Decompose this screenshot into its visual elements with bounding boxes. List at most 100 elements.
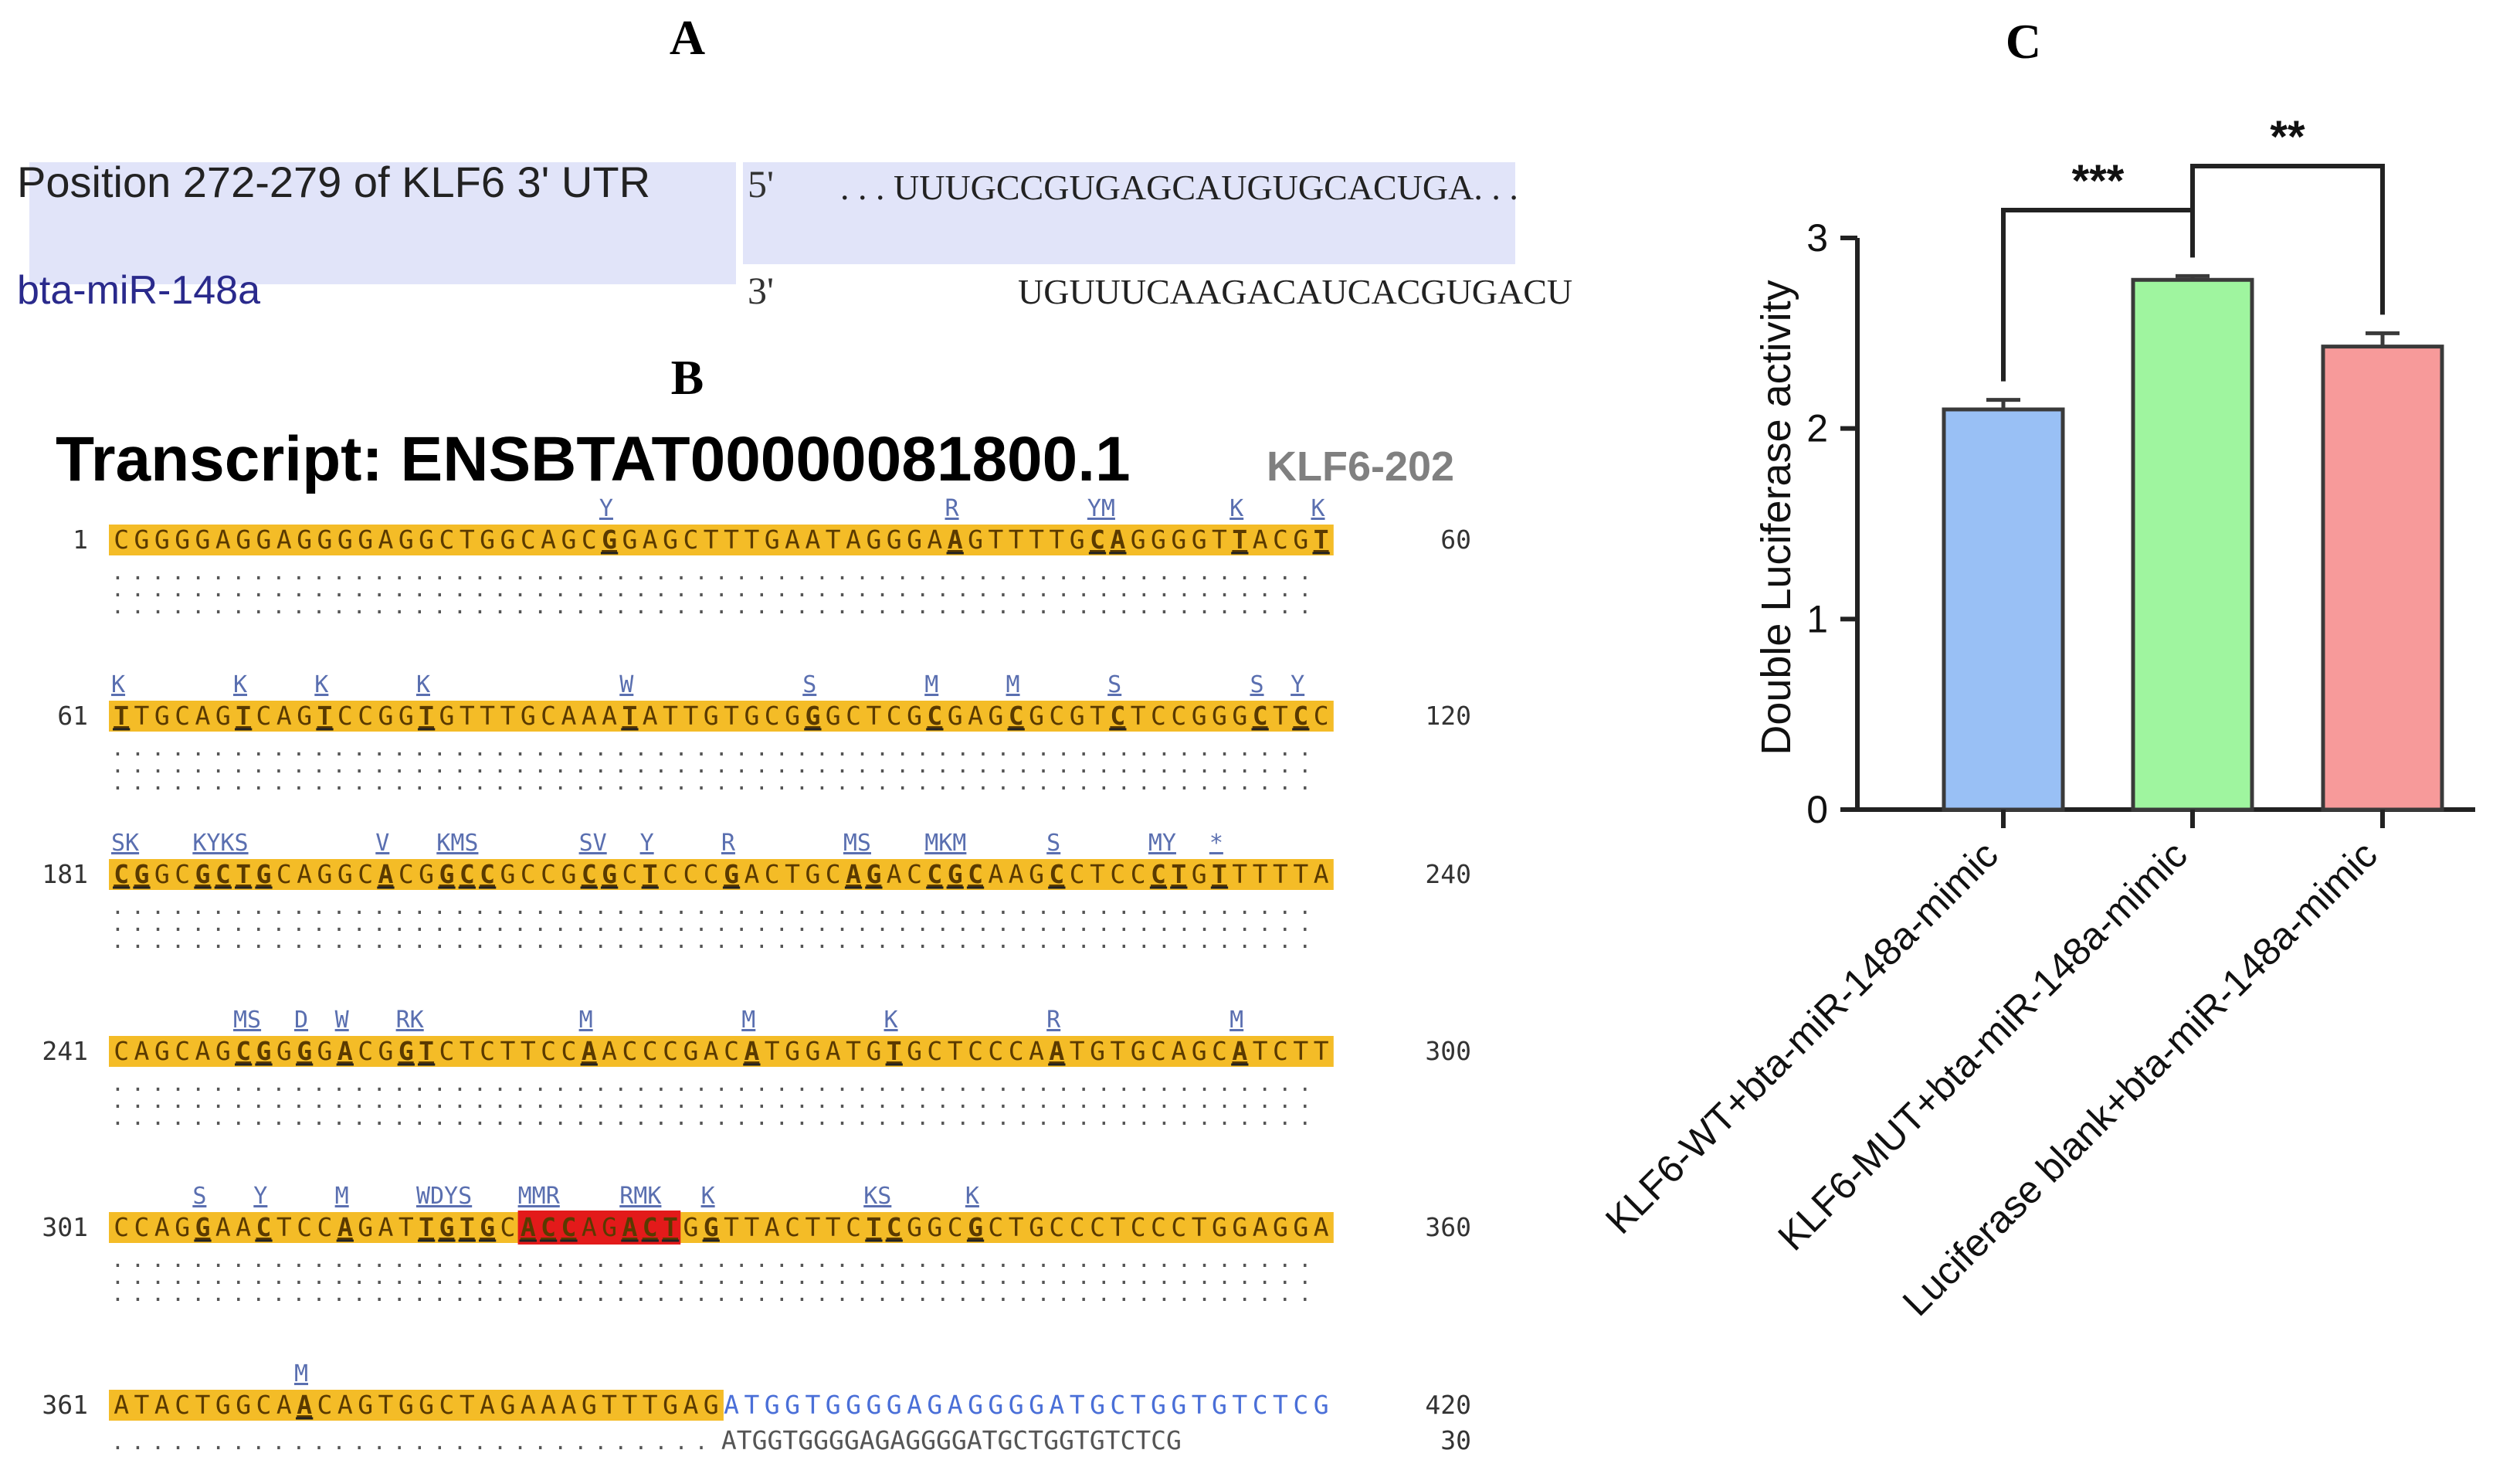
- nucleotide: A: [1049, 1036, 1064, 1066]
- nucleotide: T: [1192, 1390, 1207, 1420]
- variant-code: SV: [579, 830, 607, 857]
- nucleotide: G: [439, 701, 455, 731]
- nucleotide: G: [1070, 701, 1085, 731]
- nucleotide: T: [602, 1390, 617, 1420]
- nucleotide: T: [1232, 1390, 1247, 1420]
- nucleotide: C: [1090, 525, 1105, 555]
- nucleotide: G: [236, 525, 251, 555]
- nucleotide: C: [439, 1036, 455, 1066]
- nucleotide: G: [1212, 1212, 1227, 1242]
- nucleotide: C: [460, 859, 475, 889]
- nucleotide: T: [1293, 859, 1308, 889]
- nucleotide: G: [887, 1390, 902, 1420]
- variant-code: K: [884, 1007, 898, 1034]
- nucleotide: T: [378, 1390, 394, 1420]
- nucleotide: T: [1029, 525, 1044, 555]
- nucleotide: G: [805, 859, 820, 889]
- nucleotide: G: [439, 1212, 455, 1242]
- nucleotide: T: [988, 525, 1003, 555]
- nucleotide: T: [1009, 525, 1024, 555]
- alignment-dots: ........................................…: [111, 735, 1318, 761]
- nucleotide: T: [663, 1212, 678, 1242]
- variant-code: K: [233, 671, 247, 698]
- nucleotide: A: [582, 701, 597, 731]
- nucleotide: A: [134, 1036, 150, 1066]
- nucleotide: G: [785, 1390, 800, 1420]
- nucleotide: C: [643, 1212, 658, 1242]
- nucleotide: C: [561, 1036, 576, 1066]
- nucleotide: G: [683, 1212, 698, 1242]
- nucleotide: G: [1314, 1390, 1329, 1420]
- variant-code: MS: [233, 1007, 261, 1034]
- nucleotide: G: [480, 1212, 495, 1242]
- nucleotide: G: [500, 859, 515, 889]
- nucleotide: C: [358, 859, 373, 889]
- cdna-match-sequence: ATGGTGGGGAGAGGGGATGCTGGTGTCTCG: [721, 1425, 1182, 1455]
- nucleotide: G: [1171, 525, 1186, 555]
- alignment-dots: ........................................…: [111, 769, 1318, 795]
- nucleotide: C: [521, 525, 536, 555]
- nucleotide: T: [1090, 859, 1105, 889]
- panel-c-label: C: [2006, 14, 2041, 69]
- nucleotide: T: [1253, 1036, 1268, 1066]
- nucleotide: T: [460, 1390, 475, 1420]
- nucleotide: C: [582, 525, 597, 555]
- nucleotide: A: [1232, 1036, 1247, 1066]
- utr-sequence: . . . UUUGCCGUGAGCAUGUGCACUGA. . .: [840, 168, 1518, 207]
- nucleotide: G: [826, 701, 841, 731]
- nucleotide: G: [297, 701, 312, 731]
- sequence-end-position: 420: [1425, 1390, 1471, 1420]
- nucleotide: A: [215, 1212, 231, 1242]
- nucleotide: G: [561, 859, 576, 889]
- nucleotide: T: [1070, 1036, 1085, 1066]
- nucleotide: A: [1171, 1036, 1186, 1066]
- nucleotide: G: [988, 1390, 1003, 1420]
- nucleotide: T: [846, 1036, 861, 1066]
- nucleotide: A: [988, 859, 1003, 889]
- nucleotide: T: [1232, 525, 1247, 555]
- nucleotide: T: [866, 701, 881, 731]
- nucleotide: T: [419, 701, 434, 731]
- nucleotide: G: [785, 1036, 800, 1066]
- nucleotide: A: [297, 1390, 312, 1420]
- nucleotide: A: [480, 1390, 495, 1420]
- nucleotide: T: [683, 701, 698, 731]
- nucleotide: T: [460, 525, 475, 555]
- nucleotide: C: [1171, 1212, 1186, 1242]
- nucleotide: G: [968, 1390, 983, 1420]
- alignment-dots: ........................................…: [111, 1281, 1318, 1306]
- nucleotide: C: [175, 1036, 190, 1066]
- label-background: [29, 162, 736, 284]
- nucleotide: A: [195, 701, 211, 731]
- nucleotide: G: [154, 1036, 170, 1066]
- nucleotide: G: [297, 525, 312, 555]
- nucleotide: A: [276, 525, 292, 555]
- nucleotide: T: [500, 701, 515, 731]
- nucleotide: T: [805, 1212, 820, 1242]
- nucleotide: C: [358, 701, 373, 731]
- bar: [2321, 345, 2444, 812]
- nucleotide: G: [785, 701, 800, 731]
- nucleotide: G: [561, 525, 576, 555]
- variant-code: M: [294, 1360, 308, 1387]
- nucleotide: C: [765, 701, 780, 731]
- nucleotide: A: [1314, 1212, 1329, 1242]
- variant-code: M: [741, 1007, 755, 1034]
- nucleotide: G: [663, 525, 678, 555]
- nucleotide: A: [1029, 1036, 1044, 1066]
- nucleotide: A: [765, 1212, 780, 1242]
- nucleotide: C: [826, 859, 841, 889]
- variant-code: D: [294, 1007, 308, 1034]
- nucleotide: C: [887, 701, 902, 731]
- nucleotide: C: [114, 859, 129, 889]
- nucleotide: C: [114, 525, 129, 555]
- variant-code: K: [965, 1183, 979, 1210]
- variant-code: RMK: [619, 1183, 661, 1210]
- nucleotide: G: [1192, 1036, 1207, 1066]
- x-category-label: KLF6-WT+bta-miR-148a-mimic: [1597, 833, 2006, 1242]
- nucleotide: G: [236, 1390, 251, 1420]
- nucleotide: T: [663, 701, 678, 731]
- nucleotide: G: [968, 525, 983, 555]
